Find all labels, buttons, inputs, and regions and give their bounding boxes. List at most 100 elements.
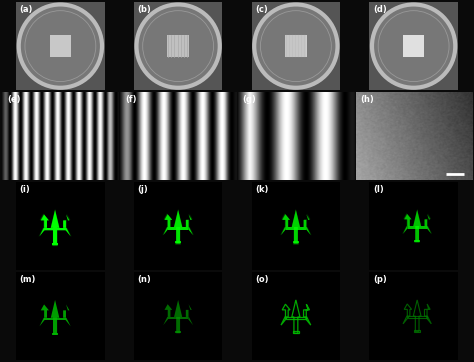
Text: (j): (j): [137, 185, 148, 194]
Polygon shape: [66, 228, 72, 237]
Polygon shape: [304, 213, 310, 227]
Polygon shape: [51, 209, 60, 246]
Polygon shape: [175, 331, 181, 333]
Polygon shape: [286, 227, 306, 230]
Polygon shape: [66, 318, 71, 327]
Polygon shape: [188, 317, 193, 325]
Polygon shape: [64, 213, 71, 228]
Polygon shape: [63, 304, 69, 318]
Text: (e): (e): [7, 95, 20, 104]
Bar: [167, 35, 189, 57]
Polygon shape: [293, 241, 299, 243]
Polygon shape: [39, 228, 44, 237]
Polygon shape: [186, 214, 192, 227]
Polygon shape: [407, 226, 428, 229]
Circle shape: [18, 4, 103, 89]
Polygon shape: [304, 214, 310, 227]
Polygon shape: [164, 214, 172, 227]
Polygon shape: [413, 209, 421, 242]
Polygon shape: [52, 244, 58, 246]
Polygon shape: [164, 213, 172, 227]
Polygon shape: [186, 214, 192, 227]
Polygon shape: [306, 227, 311, 235]
Polygon shape: [292, 209, 300, 244]
Polygon shape: [281, 213, 290, 227]
Circle shape: [253, 4, 338, 89]
Circle shape: [136, 4, 221, 89]
Polygon shape: [40, 214, 49, 228]
Polygon shape: [425, 213, 431, 226]
Text: (m): (m): [19, 275, 36, 284]
Polygon shape: [403, 226, 408, 234]
Polygon shape: [425, 214, 430, 226]
Polygon shape: [414, 240, 420, 242]
Polygon shape: [51, 210, 59, 245]
Polygon shape: [163, 317, 168, 325]
Polygon shape: [281, 227, 286, 235]
Text: (h): (h): [360, 95, 374, 104]
Polygon shape: [425, 214, 431, 226]
Polygon shape: [186, 304, 192, 317]
Polygon shape: [51, 300, 59, 335]
Text: (n): (n): [137, 275, 151, 284]
Polygon shape: [50, 209, 60, 246]
Text: (b): (b): [137, 5, 151, 14]
Polygon shape: [52, 243, 58, 245]
Polygon shape: [402, 226, 407, 235]
Polygon shape: [41, 304, 49, 318]
Polygon shape: [189, 227, 194, 236]
Polygon shape: [41, 214, 49, 228]
Polygon shape: [52, 244, 58, 246]
Polygon shape: [408, 226, 427, 228]
Polygon shape: [63, 214, 69, 228]
Polygon shape: [38, 228, 44, 237]
Text: (a): (a): [19, 5, 33, 14]
Polygon shape: [292, 243, 299, 245]
Polygon shape: [427, 226, 431, 234]
Polygon shape: [428, 226, 432, 235]
Polygon shape: [285, 227, 307, 230]
Polygon shape: [44, 228, 66, 231]
Polygon shape: [66, 228, 71, 237]
Text: (g): (g): [243, 95, 256, 104]
Polygon shape: [282, 214, 290, 227]
Polygon shape: [175, 241, 181, 243]
Bar: [50, 35, 71, 57]
Polygon shape: [285, 227, 306, 230]
Polygon shape: [52, 333, 58, 335]
Polygon shape: [292, 209, 300, 245]
Polygon shape: [175, 243, 182, 245]
Polygon shape: [282, 214, 290, 227]
Polygon shape: [404, 214, 411, 226]
Polygon shape: [174, 300, 182, 333]
Polygon shape: [174, 209, 182, 245]
Polygon shape: [404, 214, 411, 226]
Polygon shape: [414, 241, 420, 243]
Polygon shape: [66, 228, 71, 236]
Text: (p): (p): [373, 275, 387, 284]
Polygon shape: [293, 242, 299, 244]
Polygon shape: [163, 227, 168, 235]
Text: (o): (o): [255, 275, 269, 284]
Polygon shape: [45, 228, 66, 231]
Text: (k): (k): [255, 185, 268, 194]
Polygon shape: [64, 214, 70, 228]
Polygon shape: [167, 227, 189, 230]
Polygon shape: [407, 226, 427, 228]
Polygon shape: [163, 227, 168, 235]
Polygon shape: [39, 318, 45, 327]
Polygon shape: [168, 227, 189, 230]
Polygon shape: [164, 304, 172, 317]
Polygon shape: [414, 240, 420, 242]
Polygon shape: [402, 226, 407, 234]
Polygon shape: [168, 227, 188, 230]
Polygon shape: [292, 210, 300, 243]
Polygon shape: [427, 226, 432, 234]
Text: (d): (d): [373, 5, 387, 14]
Polygon shape: [307, 227, 312, 236]
Bar: [403, 35, 424, 57]
Polygon shape: [39, 228, 45, 236]
Polygon shape: [303, 214, 310, 227]
Circle shape: [371, 4, 456, 89]
Polygon shape: [306, 227, 311, 235]
